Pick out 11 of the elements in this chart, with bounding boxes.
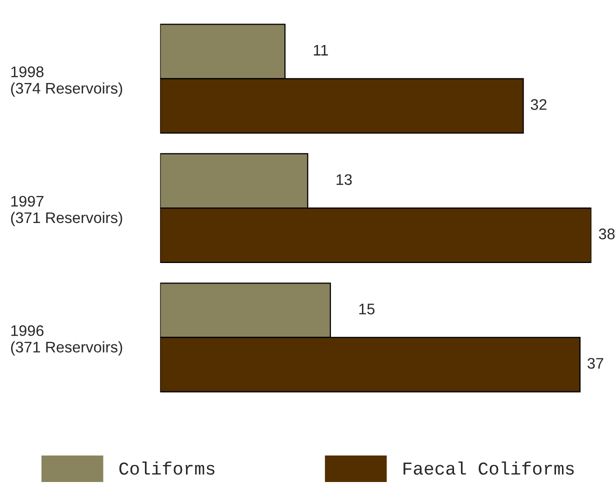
data-label: 32 xyxy=(530,99,546,110)
data-label: 15 xyxy=(359,304,374,314)
data-label: 11 xyxy=(314,44,328,56)
data-label: 13 xyxy=(336,174,352,186)
legend-label: Faecal Coliforms xyxy=(404,461,574,475)
y-tick-label: 1997 (371 Reservoirs) xyxy=(11,196,122,226)
y-tick-label: 1996 (371 Reservoirs) xyxy=(11,325,122,356)
y-tick-label: 1998 (374 Reservoirs) xyxy=(11,66,122,97)
data-label: 37 xyxy=(588,358,604,369)
legend-label: Coliforms xyxy=(119,461,214,475)
data-label: 38 xyxy=(598,228,615,240)
